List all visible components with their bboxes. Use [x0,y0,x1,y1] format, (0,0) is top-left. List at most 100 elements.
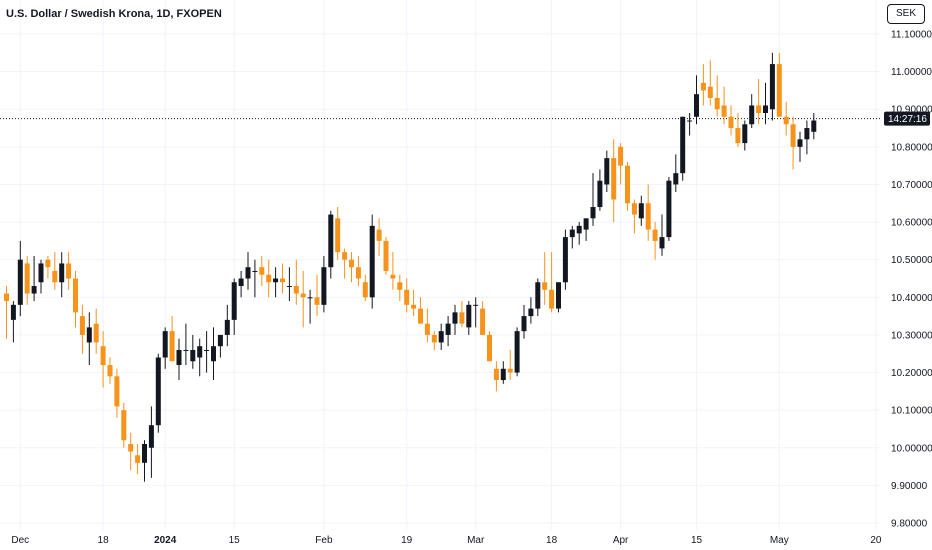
x-tick-label: Mar [467,535,485,546]
candle [142,440,147,482]
candle [390,252,396,290]
candle [307,289,313,324]
candle [162,327,168,369]
candle [590,173,596,226]
candle [10,301,16,343]
candle [148,406,154,478]
candle [245,252,251,290]
candle [211,327,216,381]
candle [107,357,113,384]
y-tick-label: 11.00000 [891,67,932,78]
candle [273,267,279,298]
candle [811,112,817,140]
candle [445,316,451,347]
candle [362,274,368,302]
candle [38,259,44,294]
candle [31,255,37,302]
time-axis[interactable]: Dec 18 2024 15 Feb 19 Mar 18 Apr 15 May 20 [11,535,881,546]
candle [404,278,410,313]
candle [93,308,99,354]
candle [680,116,686,181]
candle [473,297,479,328]
y-tick-label: 9.80000 [891,519,928,530]
candle [252,259,258,298]
candle [286,267,292,302]
candle [776,52,782,117]
candles [4,52,817,482]
candle [45,255,51,279]
candle [528,297,534,324]
y-tick-label: 10.90000 [891,105,932,116]
candle [280,263,285,294]
x-tick-label: May [770,535,789,546]
candle [266,259,272,298]
price-axis[interactable]: 11.10000 11.00000 10.90000 10.80000 10.70000… [891,30,932,530]
candle [114,368,120,418]
currency-button[interactable]: SEK [887,4,925,24]
candle [355,255,361,287]
candle [4,286,9,339]
candle [673,154,679,192]
candle [700,64,706,106]
candle [73,270,78,328]
candle [24,255,30,305]
y-tick-label: 10.20000 [891,368,932,379]
candle [52,252,58,290]
y-tick-label: 10.60000 [891,218,932,229]
x-tick-label: 18 [546,535,558,546]
candle [556,282,561,313]
candle [328,210,334,279]
y-tick-label: 9.90000 [891,481,928,492]
candle [645,184,651,241]
candle [231,278,237,335]
candle [217,334,223,358]
x-tick-label: 2024 [154,535,177,546]
candle [438,323,444,350]
candle [604,150,610,192]
x-tick-label: Dec [11,535,29,546]
candle [155,353,161,433]
candle [625,161,630,211]
candle [59,252,65,298]
candle [638,195,644,226]
price-tag-label: 14:27:16 [888,114,927,125]
candle [66,252,72,290]
candle [728,105,734,136]
candle [480,301,486,335]
candle [376,218,382,256]
candle [583,218,589,241]
candle [321,255,327,313]
candle [335,207,341,260]
candle [259,255,265,287]
candle [500,361,506,384]
candle [735,112,741,147]
candle [418,297,423,324]
candle [763,82,768,125]
candle [631,199,637,234]
candle [128,432,134,471]
candle [238,270,244,298]
candle [652,222,658,260]
candle [707,60,713,106]
candle [459,301,465,328]
y-tick-label: 10.10000 [891,406,932,417]
candle [183,323,189,366]
candle [204,331,210,373]
candle [431,331,437,350]
candle [314,274,320,317]
candle [666,176,672,241]
y-tick-label: 10.50000 [891,255,932,266]
candle [542,252,548,305]
candle [424,308,430,343]
candle [86,312,92,366]
candle [135,444,141,475]
candle [749,94,755,129]
candle [197,338,203,377]
x-tick-label: Apr [613,535,629,546]
candle [293,259,299,305]
x-tick-label: Feb [315,535,333,546]
y-tick-label: 10.40000 [891,293,932,304]
candle [507,349,513,381]
candle [783,101,789,136]
